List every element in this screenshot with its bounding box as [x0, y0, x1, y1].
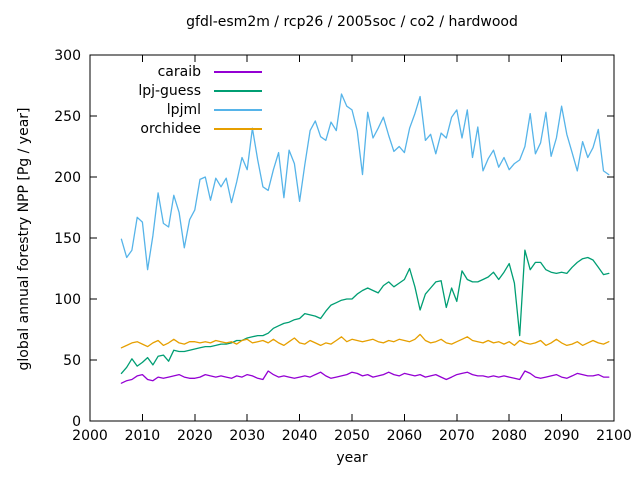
x-tick-label: 2100 — [596, 428, 632, 444]
x-tick-label: 2020 — [177, 428, 213, 444]
legend-item-caraib: caraib — [96, 62, 262, 81]
series-line-orchidee — [120, 333, 610, 349]
legend-line-sample — [214, 70, 262, 73]
legend-item-orchidee: orchidee — [96, 119, 262, 138]
legend: caraib lpj-guess lpjml orchidee — [96, 62, 262, 138]
x-tick-label: 2030 — [229, 428, 265, 444]
legend-line-sample — [214, 108, 262, 111]
x-tick-label: 2010 — [125, 428, 161, 444]
x-tick-label: 2070 — [439, 428, 475, 444]
legend-item-lpj-guess: lpj-guess — [96, 81, 262, 100]
y-tick-label: 300 — [54, 48, 81, 64]
y-tick-label: 150 — [54, 231, 81, 247]
series-line-caraib — [120, 370, 610, 384]
legend-label: orchidee — [140, 120, 201, 137]
legend-line-sample — [214, 89, 262, 92]
legend-item-lpjml: lpjml — [96, 100, 262, 119]
legend-line-sample — [214, 127, 262, 130]
legend-label: caraib — [157, 63, 201, 80]
legend-label: lpj-guess — [138, 82, 201, 99]
y-tick-label: 100 — [54, 292, 81, 308]
legend-label: lpjml — [166, 101, 201, 118]
x-tick-label: 2000 — [72, 428, 108, 444]
x-axis-label: year — [336, 450, 368, 466]
y-tick-label: 0 — [72, 414, 81, 430]
x-tick-label: 2090 — [544, 428, 580, 444]
y-tick-label: 250 — [54, 109, 81, 125]
x-tick-label: 2040 — [282, 428, 318, 444]
y-tick-label: 200 — [54, 170, 81, 186]
chart-title: gfdl-esm2m / rcp26 / 2005soc / co2 / har… — [186, 14, 518, 30]
x-tick-label: 2080 — [491, 428, 527, 444]
y-tick-label: 50 — [63, 353, 81, 369]
x-tick-label: 2050 — [334, 428, 370, 444]
series-line-lpj-guess — [120, 249, 610, 375]
x-tick-label: 2060 — [387, 428, 423, 444]
series-line-lpjml — [120, 93, 610, 271]
y-axis-label: global annual forestry NPP [Pg / year] — [16, 107, 32, 371]
